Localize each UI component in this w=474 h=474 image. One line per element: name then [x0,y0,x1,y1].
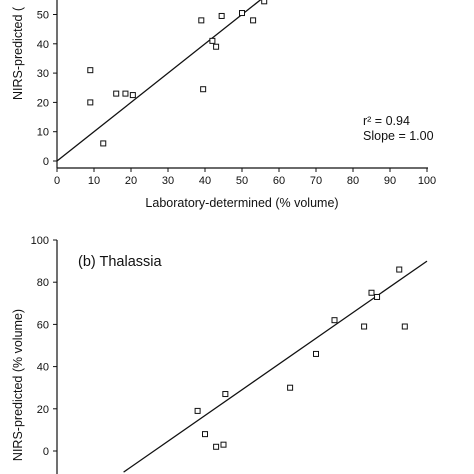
panel-a-data-point [113,90,120,97]
panel-a-data-point [129,92,136,99]
panel-b-data-point [213,443,220,450]
panel-b-data-point [401,323,408,330]
panel-a-data-point [239,10,245,17]
panel-b-data-point [396,266,403,273]
panel-b-data-point [220,441,227,448]
panel-a-data-point [261,0,268,5]
panel-a-x-tick-label: 10 [88,175,100,187]
r-squared-annotation: r² = 0.94 [363,114,410,128]
panel-a-x-tick-label: 0 [54,175,60,187]
panel-a-y-tick-label: 30 [37,68,49,80]
panel-b-y-axis-title: NIRS-predicted (% volume) [11,309,25,461]
panel-a-x-axis-title: Laboratory-determined (% volume) [145,196,338,210]
panel-b-data-point [287,384,294,391]
panel-b-y-tick-label: 0 [43,446,49,458]
slope-annotation: Slope = 1.00 [363,129,434,143]
panel-a-y-tick-label: 50 [37,10,49,22]
panel-b-data-point [313,350,319,357]
panel-a-data-point [250,17,257,24]
panel-a-x-tick-label: 80 [347,175,359,187]
panel-a-data-point [87,67,94,74]
panel-b-data-point [202,431,208,438]
panel-b-data-point [361,323,368,330]
panel-a-data-point [198,17,205,24]
panel-b-y-tick-label: 80 [37,277,49,289]
panel-a-x-tick-label: 100 [418,175,436,187]
panel-a-data-point [200,86,207,93]
panel-a-fit-line [56,0,262,162]
panel-a-x-tick-label: 40 [199,175,211,187]
panel-a-y-tick-label: 10 [37,127,49,139]
panel-a-y-ticks: 0 10 20 30 40 50 [37,10,57,168]
panel-a-x-tick-label: 30 [162,175,174,187]
panel-b-data-point [368,289,375,296]
panel-b-data-point [331,317,338,324]
panel-a-data-point [213,43,220,50]
panel-a-x-ticks: 0 10 20 30 40 50 60 70 80 90 100 [54,168,436,187]
panel-b-y-tick-label: 20 [37,404,49,416]
panel-a-y-tick-label: 0 [43,156,49,168]
panel-a-x-tick-label: 50 [236,175,248,187]
panel-b-y-ticks: 0 20 40 60 80 100 [31,235,57,458]
panel-a-x-tick-label: 90 [384,175,396,187]
panel-a-data-point [218,12,225,19]
panel-b-y-tick-label: 100 [31,235,49,247]
panel-b-y-tick-label: 60 [37,319,49,331]
panel-a-data-point [87,99,94,106]
panel-b-y-tick-label: 40 [37,362,49,374]
panel-a-y-tick-label: 20 [37,97,49,109]
panel-a-points [87,0,268,147]
panel-a-data-point [122,90,129,97]
panel-b-title: (b) Thalassia [78,254,162,270]
panel-b-data-point [222,391,229,398]
panel-a-x-tick-label: 60 [273,175,285,187]
panel-b-data-point [374,293,381,300]
panel-a-data-point [100,140,107,147]
panel-b: 0 20 40 60 80 100 (b) Thalassia NIRS-predicte… [11,235,428,474]
panel-a-x-tick-label: 70 [310,175,322,187]
panel-a: 0 10 20 30 40 50 60 70 80 90 100 0 10 20 30 40 50 r² = … [11,0,436,210]
panel-a-x-tick-label: 20 [125,175,137,187]
panel-b-points [194,266,408,450]
panel-a-data-point [209,37,216,44]
panel-b-fit-line [123,260,428,473]
panel-b-data-point [194,407,201,414]
panel-a-y-tick-label: 40 [37,39,49,51]
panel-a-y-axis-title: NIRS-predicted ( [11,6,25,100]
